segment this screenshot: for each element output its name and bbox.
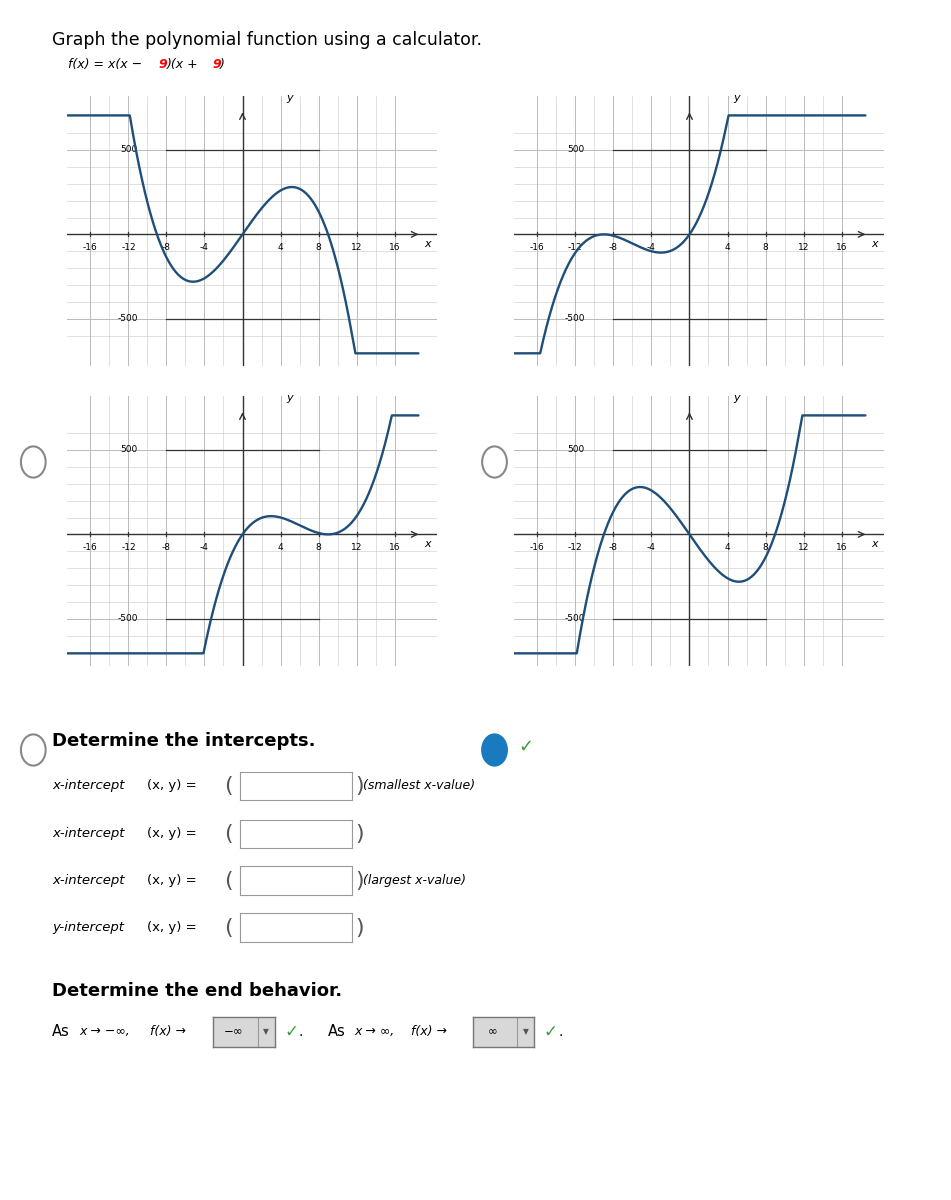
Text: x-intercept: x-intercept: [52, 780, 125, 792]
Text: -500: -500: [564, 614, 585, 623]
Text: 500: 500: [568, 445, 585, 455]
Text: (: (: [224, 871, 233, 890]
Text: -500: -500: [117, 314, 138, 323]
Text: x: x: [425, 240, 431, 250]
Text: 8: 8: [763, 242, 768, 252]
Text: x: x: [872, 540, 878, 550]
Text: x → −∞,: x → −∞,: [79, 1026, 129, 1038]
Text: −∞: −∞: [224, 1026, 243, 1038]
Text: ): ): [356, 824, 364, 844]
Text: (x, y) =: (x, y) =: [147, 828, 197, 840]
Text: 500: 500: [568, 145, 585, 155]
Text: -8: -8: [609, 542, 618, 552]
Text: 8: 8: [316, 242, 321, 252]
Text: x → ∞,: x → ∞,: [355, 1026, 395, 1038]
Text: -8: -8: [162, 242, 171, 252]
Text: ✓: ✓: [544, 1022, 558, 1040]
Text: -16: -16: [83, 542, 98, 552]
Text: x-intercept: x-intercept: [52, 828, 125, 840]
Text: Determine the end behavior.: Determine the end behavior.: [52, 982, 342, 1000]
Text: -12: -12: [121, 242, 136, 252]
Text: 16: 16: [836, 242, 847, 252]
Text: (: (: [224, 824, 233, 844]
Text: (x, y) =: (x, y) =: [147, 780, 197, 792]
Text: f(x) →: f(x) →: [150, 1026, 186, 1038]
Text: As: As: [328, 1025, 346, 1039]
Text: ): ): [356, 871, 364, 890]
Text: y: y: [734, 392, 740, 403]
Text: y-intercept: y-intercept: [52, 922, 125, 934]
Text: 12: 12: [798, 242, 809, 252]
Text: 500: 500: [121, 445, 138, 455]
Text: 12: 12: [798, 542, 809, 552]
Text: 9: 9: [212, 58, 222, 71]
Text: 8: 8: [316, 542, 321, 552]
Text: x: x: [872, 240, 878, 250]
Text: ▼: ▼: [263, 1027, 269, 1037]
Text: -16: -16: [530, 242, 545, 252]
Text: x: x: [425, 540, 431, 550]
Text: .: .: [558, 1025, 563, 1039]
Text: -12: -12: [121, 542, 136, 552]
Text: y: y: [287, 92, 293, 103]
Text: -4: -4: [647, 242, 656, 252]
Text: 16: 16: [389, 242, 400, 252]
Text: -12: -12: [568, 242, 583, 252]
Text: (largest x-value): (largest x-value): [363, 875, 466, 887]
Text: (: (: [224, 918, 233, 937]
Text: 4: 4: [725, 242, 730, 252]
Text: 16: 16: [389, 542, 400, 552]
Text: (x, y) =: (x, y) =: [147, 922, 197, 934]
Text: y: y: [287, 392, 293, 403]
Text: -4: -4: [200, 542, 209, 552]
Text: -500: -500: [117, 614, 138, 623]
Text: 9: 9: [159, 58, 167, 71]
Text: ✓: ✓: [518, 738, 534, 756]
Text: ): ): [356, 776, 364, 796]
Text: x-intercept: x-intercept: [52, 875, 125, 887]
Text: y: y: [734, 92, 740, 103]
Text: ▼: ▼: [523, 1027, 529, 1037]
Text: -8: -8: [609, 242, 618, 252]
Text: f(x) = x(x −: f(x) = x(x −: [68, 58, 146, 71]
Text: (x, y) =: (x, y) =: [147, 875, 197, 887]
Text: 12: 12: [351, 242, 362, 252]
Text: 500: 500: [121, 145, 138, 155]
Text: .: .: [299, 1025, 303, 1039]
Text: -500: -500: [564, 314, 585, 323]
Text: -4: -4: [200, 242, 209, 252]
Text: -16: -16: [530, 542, 545, 552]
Text: ✓: ✓: [284, 1022, 299, 1040]
Text: -16: -16: [83, 242, 98, 252]
Text: Graph the polynomial function using a calculator.: Graph the polynomial function using a ca…: [52, 31, 482, 49]
Text: 4: 4: [278, 242, 283, 252]
Text: )(x +: )(x +: [167, 58, 203, 71]
Text: (: (: [224, 776, 233, 796]
Text: As: As: [52, 1025, 70, 1039]
Text: ): ): [356, 918, 364, 937]
Text: ): ): [220, 58, 225, 71]
Text: 8: 8: [763, 542, 768, 552]
Text: Determine the intercepts.: Determine the intercepts.: [52, 732, 316, 750]
Text: 12: 12: [351, 542, 362, 552]
Text: f(x) →: f(x) →: [411, 1026, 447, 1038]
Text: -8: -8: [162, 542, 171, 552]
Text: 4: 4: [725, 542, 730, 552]
Text: -12: -12: [568, 542, 583, 552]
Text: -4: -4: [647, 542, 656, 552]
Text: ∞: ∞: [488, 1026, 498, 1038]
Text: (smallest x-value): (smallest x-value): [363, 780, 476, 792]
Text: 4: 4: [278, 542, 283, 552]
Text: 16: 16: [836, 542, 847, 552]
